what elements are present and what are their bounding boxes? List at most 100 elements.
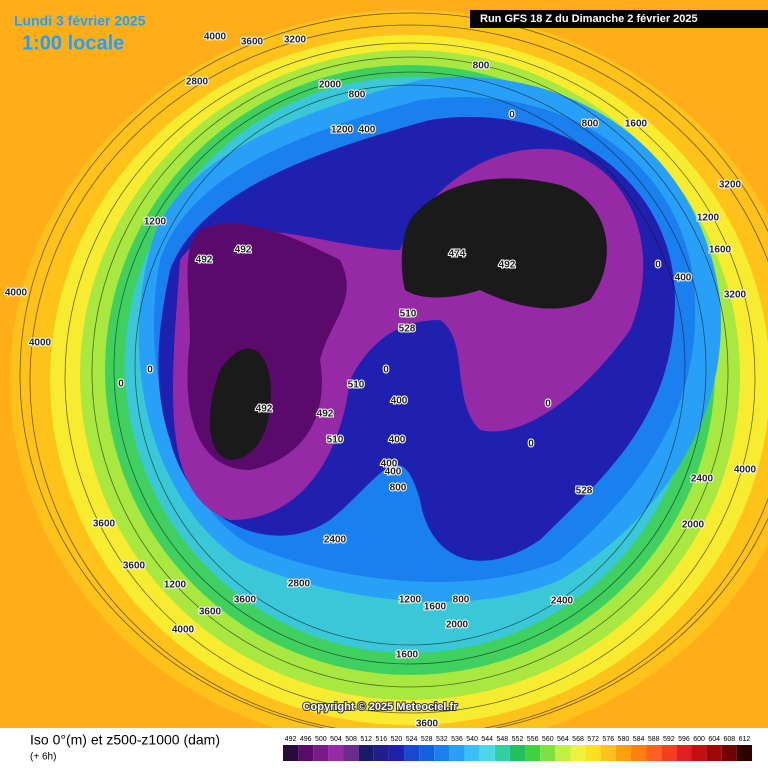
contour-label: 492 <box>235 245 252 256</box>
run-info: Run GFS 18 Z du Dimanche 2 février 2025 <box>480 13 698 25</box>
contour-label: 4000 <box>734 465 757 476</box>
colorbar-swatch <box>494 745 510 761</box>
colorbar-swatch <box>706 745 722 761</box>
contour-label: 528 <box>399 324 416 335</box>
colorbar-label: 588 <box>648 736 660 743</box>
colorbar: 492 496 500 504 508 512 516 520 524 528 532 536 540 5… <box>283 736 752 761</box>
colorbar-label: 512 <box>360 736 372 743</box>
contour-label: 4000 <box>5 288 28 299</box>
colorbar-swatch <box>525 745 541 761</box>
colorbar-label: 612 <box>739 736 751 743</box>
contour-label: 1600 <box>625 119 648 130</box>
colorbar-label: 500 <box>315 736 327 743</box>
colorbar-swatch <box>404 745 420 761</box>
contour-label: 400 <box>389 435 406 446</box>
contour-label: 3200 <box>284 35 307 46</box>
contour-label: 1600 <box>424 602 447 613</box>
colorbar-swatch <box>283 745 299 761</box>
colorbar-label: 564 <box>557 736 569 743</box>
colorbar-label: 524 <box>406 736 418 743</box>
contour-label: 3200 <box>719 180 742 191</box>
contour-label: 3600 <box>241 37 264 48</box>
colorbar-label: 556 <box>527 736 539 743</box>
contour-label: 2400 <box>691 474 714 485</box>
contour-label: 1200 <box>164 580 187 591</box>
colorbar-swatch <box>464 745 480 761</box>
colorbar-label: 496 <box>300 736 312 743</box>
contour-label: 492 <box>196 255 213 266</box>
copyright: Copyright © 2025 Meteociel.fr <box>303 701 459 713</box>
colorbar-swatch <box>661 745 677 761</box>
map-date: Lundi 3 février 2025 <box>14 13 146 29</box>
contour-label: 0 <box>383 365 389 376</box>
contour-label: 0 <box>509 110 515 121</box>
colorbar-label: 572 <box>587 736 599 743</box>
contour-label: 1600 <box>709 245 732 256</box>
colorbar-label: 596 <box>678 736 690 743</box>
colorbar-label: 536 <box>451 736 463 743</box>
footer-subtitle: (+ 6h) <box>30 752 56 763</box>
contour-label: 492 <box>256 404 273 415</box>
colorbar-swatch <box>646 745 662 761</box>
contour-label: 1200 <box>144 217 167 228</box>
contour-label: 2400 <box>324 535 347 546</box>
contour-label: 400 <box>385 467 402 478</box>
contour-label: 3600 <box>93 519 116 530</box>
colorbar-swatch <box>570 745 586 761</box>
contour-label: 492 <box>499 260 516 271</box>
map-time: 1:00 locale <box>22 32 124 54</box>
footer-title: Iso 0°(m) et z500-z1000 (dam) <box>30 732 220 748</box>
colorbar-swatch <box>373 745 389 761</box>
colorbar-swatch <box>479 745 495 761</box>
colorbar-label: 516 <box>375 736 387 743</box>
contour-label: 510 <box>400 309 417 320</box>
contour-label: 2000 <box>319 80 342 91</box>
contour-label: 2800 <box>288 579 311 590</box>
contour-label: 400 <box>675 273 692 284</box>
field <box>10 10 768 750</box>
contour-label: 2000 <box>446 620 469 631</box>
colorbar-swatch <box>509 745 526 761</box>
colorbar-swatch <box>676 745 692 761</box>
contour-label: 0 <box>528 439 534 450</box>
colorbar-label: 576 <box>602 736 614 743</box>
contour-label: 2400 <box>551 596 574 607</box>
colorbar-swatch <box>691 745 707 761</box>
colorbar-label: 580 <box>618 736 630 743</box>
contour-label: 510 <box>327 435 344 446</box>
colorbar-label: 600 <box>693 736 705 743</box>
contour-label: 0 <box>655 260 661 271</box>
colorbar-label: 504 <box>330 736 342 743</box>
colorbar-swatch <box>600 745 616 761</box>
colorbar-label: 544 <box>481 736 493 743</box>
colorbar-swatch <box>615 745 631 761</box>
run-box <box>470 10 768 28</box>
contour-label: 3600 <box>199 607 222 618</box>
colorbar-label: 528 <box>421 736 433 743</box>
colorbar-swatch <box>449 745 465 761</box>
contour-label: 0 <box>118 379 124 390</box>
colorbar-swatch <box>585 745 601 761</box>
contour-label: 528 <box>576 486 593 497</box>
colorbar-label: 584 <box>633 736 645 743</box>
colorbar-label: 592 <box>663 736 675 743</box>
colorbar-swatch <box>736 745 752 761</box>
contour-label: 0 <box>545 399 551 410</box>
contour-label: 1600 <box>396 650 419 661</box>
colorbar-swatch <box>343 745 359 761</box>
contour-label: 800 <box>453 595 470 606</box>
contour-label: 3600 <box>123 561 146 572</box>
contour-label: 3600 <box>234 595 257 606</box>
colorbar-swatch <box>313 745 329 761</box>
colorbar-swatch <box>419 745 435 761</box>
contour-label: 4000 <box>29 338 52 349</box>
contour-label: 4000 <box>172 625 195 636</box>
contour-label: 3600 <box>416 719 439 730</box>
contour-label: 510 <box>348 380 365 391</box>
colorbar-swatch <box>540 745 556 761</box>
contour-label: 800 <box>582 119 599 130</box>
contour-label: 3200 <box>724 290 747 301</box>
colorbar-label: 568 <box>572 736 584 743</box>
